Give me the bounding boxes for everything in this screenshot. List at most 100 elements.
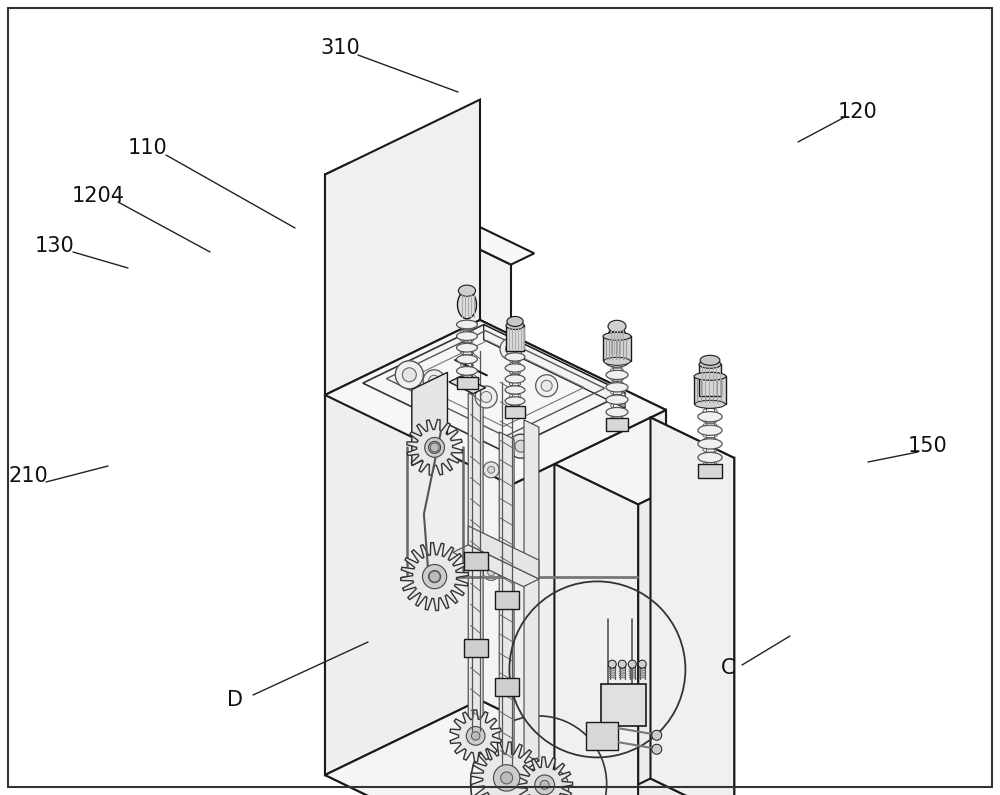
- Circle shape: [429, 571, 440, 582]
- Circle shape: [628, 660, 636, 668]
- Ellipse shape: [694, 372, 726, 380]
- Ellipse shape: [549, 772, 569, 795]
- Circle shape: [429, 375, 440, 386]
- Text: 1204: 1204: [72, 186, 125, 206]
- Ellipse shape: [608, 320, 626, 332]
- Circle shape: [430, 443, 439, 452]
- Circle shape: [395, 361, 423, 389]
- Circle shape: [500, 338, 522, 360]
- Ellipse shape: [505, 364, 525, 372]
- Text: 120: 120: [838, 102, 878, 122]
- Bar: [698, 464, 722, 479]
- Circle shape: [515, 440, 527, 452]
- Circle shape: [425, 437, 445, 457]
- Ellipse shape: [606, 395, 628, 405]
- Polygon shape: [325, 163, 534, 265]
- Polygon shape: [638, 458, 734, 795]
- Text: 110: 110: [128, 138, 168, 158]
- Polygon shape: [511, 410, 666, 795]
- Circle shape: [652, 744, 662, 754]
- Polygon shape: [325, 700, 666, 795]
- Bar: [505, 406, 525, 418]
- Ellipse shape: [698, 412, 722, 422]
- Polygon shape: [325, 320, 480, 775]
- Circle shape: [638, 660, 646, 668]
- Polygon shape: [325, 320, 666, 485]
- Polygon shape: [453, 545, 539, 587]
- Bar: [601, 684, 646, 726]
- Circle shape: [481, 391, 492, 402]
- Polygon shape: [480, 320, 666, 790]
- Circle shape: [541, 380, 552, 391]
- Circle shape: [493, 765, 520, 791]
- Circle shape: [488, 569, 495, 576]
- Polygon shape: [363, 324, 625, 452]
- Circle shape: [402, 368, 416, 382]
- Polygon shape: [499, 432, 514, 774]
- Ellipse shape: [604, 357, 630, 365]
- Circle shape: [509, 434, 533, 458]
- Circle shape: [466, 727, 485, 745]
- Circle shape: [536, 374, 558, 397]
- Ellipse shape: [606, 382, 628, 392]
- Circle shape: [618, 660, 626, 668]
- Ellipse shape: [606, 358, 628, 367]
- Circle shape: [608, 660, 616, 668]
- Bar: [603, 336, 631, 361]
- Text: 130: 130: [35, 236, 75, 256]
- Circle shape: [423, 564, 447, 589]
- Polygon shape: [471, 742, 543, 795]
- Ellipse shape: [698, 398, 722, 408]
- Bar: [586, 722, 618, 750]
- Ellipse shape: [607, 326, 627, 356]
- Circle shape: [429, 571, 441, 583]
- Polygon shape: [468, 393, 483, 735]
- Ellipse shape: [506, 321, 524, 329]
- Circle shape: [483, 462, 499, 478]
- Circle shape: [535, 775, 555, 795]
- Ellipse shape: [457, 332, 477, 340]
- Bar: [495, 591, 519, 609]
- Ellipse shape: [695, 401, 725, 409]
- Polygon shape: [468, 526, 539, 579]
- Ellipse shape: [700, 355, 720, 365]
- Bar: [694, 376, 726, 405]
- Ellipse shape: [698, 452, 722, 463]
- Polygon shape: [325, 99, 480, 395]
- Polygon shape: [650, 417, 734, 795]
- Polygon shape: [401, 543, 469, 611]
- Circle shape: [506, 343, 516, 355]
- Ellipse shape: [458, 285, 476, 297]
- Bar: [506, 325, 524, 351]
- Ellipse shape: [699, 360, 721, 368]
- Circle shape: [540, 781, 549, 789]
- Bar: [606, 418, 628, 432]
- Ellipse shape: [505, 353, 525, 361]
- Circle shape: [471, 731, 480, 740]
- Polygon shape: [325, 395, 511, 795]
- Bar: [457, 377, 478, 389]
- Text: 310: 310: [320, 38, 360, 58]
- Text: C: C: [721, 658, 735, 678]
- Text: 150: 150: [908, 436, 948, 456]
- Circle shape: [488, 467, 495, 473]
- Text: D: D: [227, 690, 243, 710]
- Ellipse shape: [606, 370, 628, 379]
- Polygon shape: [524, 420, 539, 762]
- Text: 210: 210: [8, 466, 48, 486]
- Bar: [495, 678, 519, 696]
- Circle shape: [429, 441, 441, 453]
- Ellipse shape: [603, 332, 631, 340]
- Polygon shape: [325, 175, 511, 485]
- Polygon shape: [484, 324, 625, 408]
- Ellipse shape: [457, 320, 477, 329]
- Ellipse shape: [505, 386, 525, 394]
- Ellipse shape: [505, 397, 525, 405]
- Ellipse shape: [457, 343, 477, 352]
- Polygon shape: [412, 372, 447, 466]
- Polygon shape: [407, 420, 462, 475]
- Ellipse shape: [457, 291, 476, 319]
- Ellipse shape: [507, 316, 523, 327]
- Ellipse shape: [698, 425, 722, 436]
- Ellipse shape: [505, 374, 525, 383]
